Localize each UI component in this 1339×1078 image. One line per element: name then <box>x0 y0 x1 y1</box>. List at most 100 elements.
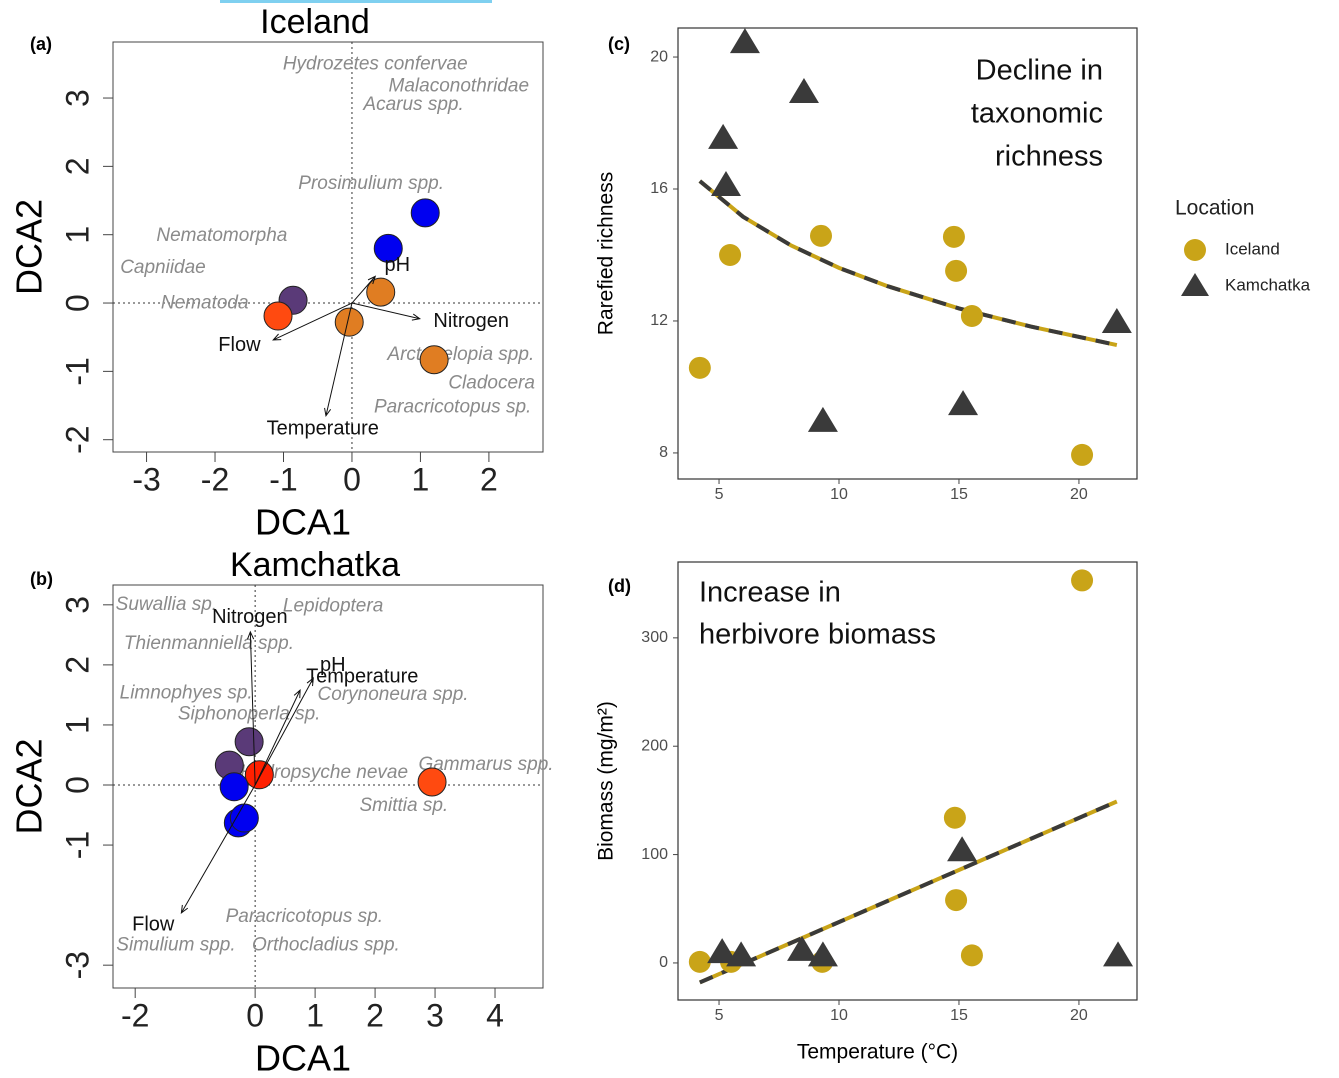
point <box>710 171 741 197</box>
point <box>410 198 440 228</box>
y-tick-label: 300 <box>641 629 668 646</box>
arrow-label: Flow <box>132 913 175 935</box>
x-tick-label: 15 <box>950 1007 968 1024</box>
point <box>707 938 738 964</box>
y-tick-label: 16 <box>650 180 668 197</box>
y-tick-label: -3 <box>59 951 95 979</box>
point <box>726 941 757 967</box>
annotation: taxonomic <box>971 98 1103 130</box>
plot-frame <box>677 561 1138 1001</box>
x-tick-label: 10 <box>830 486 848 503</box>
x-tick-label: 5 <box>715 1007 724 1024</box>
y-tick-label: -1 <box>59 357 95 385</box>
point <box>263 301 293 331</box>
point <box>810 224 833 247</box>
x-tick-label: -1 <box>269 461 297 497</box>
point <box>366 277 396 307</box>
y-tick-label: 1 <box>59 226 95 244</box>
species-label: Hydropsyche nevae <box>240 762 408 783</box>
point <box>807 941 838 967</box>
point <box>787 935 818 961</box>
point <box>719 243 742 266</box>
species-label: Capniidae <box>120 257 206 278</box>
arrow-label: pH <box>320 654 346 676</box>
arrow-label: Nitrogen <box>212 606 288 628</box>
annotation: Decline in <box>976 55 1103 87</box>
species-label: Thienmanniella spp. <box>124 633 294 654</box>
x-tick-label: 0 <box>343 461 361 497</box>
point <box>788 78 819 104</box>
decoration <box>220 0 492 3</box>
x-axis-title: DCA1 <box>255 502 351 543</box>
species-label: Suwallia sp. <box>116 594 217 615</box>
y-tick-label: 0 <box>59 294 95 312</box>
point <box>942 225 965 248</box>
legend-label: Iceland <box>1225 239 1280 258</box>
species-label: Gammarus spp. <box>418 754 553 775</box>
x-axis-title: DCA1 <box>255 1038 351 1078</box>
fit-line-dash <box>699 799 1118 985</box>
species-label: Simulium spp. <box>116 934 235 955</box>
arrow <box>351 275 377 304</box>
species-label: Prosimulium spp. <box>298 173 444 194</box>
x-axis-title: Temperature (°C) <box>797 1041 958 1064</box>
y-tick-label: 8 <box>659 444 668 461</box>
species-label: Hydrozetes confervae <box>283 54 468 75</box>
y-axis-title: Rarefied richness <box>595 172 618 335</box>
fit-line-dash <box>698 179 1118 348</box>
point <box>708 123 739 149</box>
annotation: Increase in <box>699 577 841 609</box>
fit-line <box>698 179 1118 348</box>
point <box>945 259 968 282</box>
y-tick-label: 200 <box>641 737 668 754</box>
y-tick-label: 0 <box>59 776 95 794</box>
species-label: Corynoneura spp. <box>318 684 469 705</box>
species-label: Nematoda <box>161 293 249 314</box>
species-label: Malaconothridae <box>389 75 529 96</box>
point <box>334 307 364 337</box>
panel-label: (b) <box>30 569 53 589</box>
point <box>417 767 447 797</box>
point <box>234 727 264 757</box>
species-label: Siphonoperla sp. <box>178 704 321 725</box>
arrow <box>272 302 353 341</box>
species-label: Paracricotopus sp. <box>374 397 531 418</box>
y-tick-label: 3 <box>59 596 95 614</box>
legend-title: Location <box>1175 197 1254 220</box>
plot-frame <box>112 41 544 453</box>
point <box>373 233 403 263</box>
panel-label: (a) <box>30 34 52 54</box>
panel-title: Kamchatka <box>230 546 400 584</box>
arrow <box>324 302 353 418</box>
y-tick-label: -1 <box>59 831 95 859</box>
plot-frame <box>112 584 544 989</box>
y-axis-title: DCA2 <box>9 199 50 295</box>
plot-frame <box>677 27 1138 480</box>
arrow-label: Nitrogen <box>433 310 509 332</box>
legend-marker <box>1184 239 1206 261</box>
point <box>945 889 968 912</box>
arrow-label: Flow <box>218 334 261 356</box>
species-label: Orthocladius spp. <box>252 934 400 955</box>
y-tick-label: 2 <box>59 656 95 674</box>
point <box>688 356 711 379</box>
y-tick-label: 2 <box>59 157 95 175</box>
y-axis-title: DCA2 <box>9 738 50 834</box>
arrow <box>254 688 301 786</box>
y-tick-label: 3 <box>59 89 95 107</box>
species-label: Smittia sp. <box>360 795 449 816</box>
x-tick-label: 10 <box>830 1007 848 1024</box>
point <box>960 305 983 328</box>
legend-label: Kamchatka <box>1225 275 1311 294</box>
x-tick-label: 20 <box>1070 1007 1088 1024</box>
arrow <box>180 784 256 915</box>
x-tick-label: 1 <box>306 997 324 1033</box>
species-label: Limnophyes sp. <box>120 683 253 704</box>
point <box>943 806 966 829</box>
point <box>1103 941 1134 967</box>
panel-title: Iceland <box>260 3 370 41</box>
arrow <box>351 302 422 321</box>
point <box>807 406 838 432</box>
arrow <box>254 676 314 786</box>
point <box>419 345 449 375</box>
